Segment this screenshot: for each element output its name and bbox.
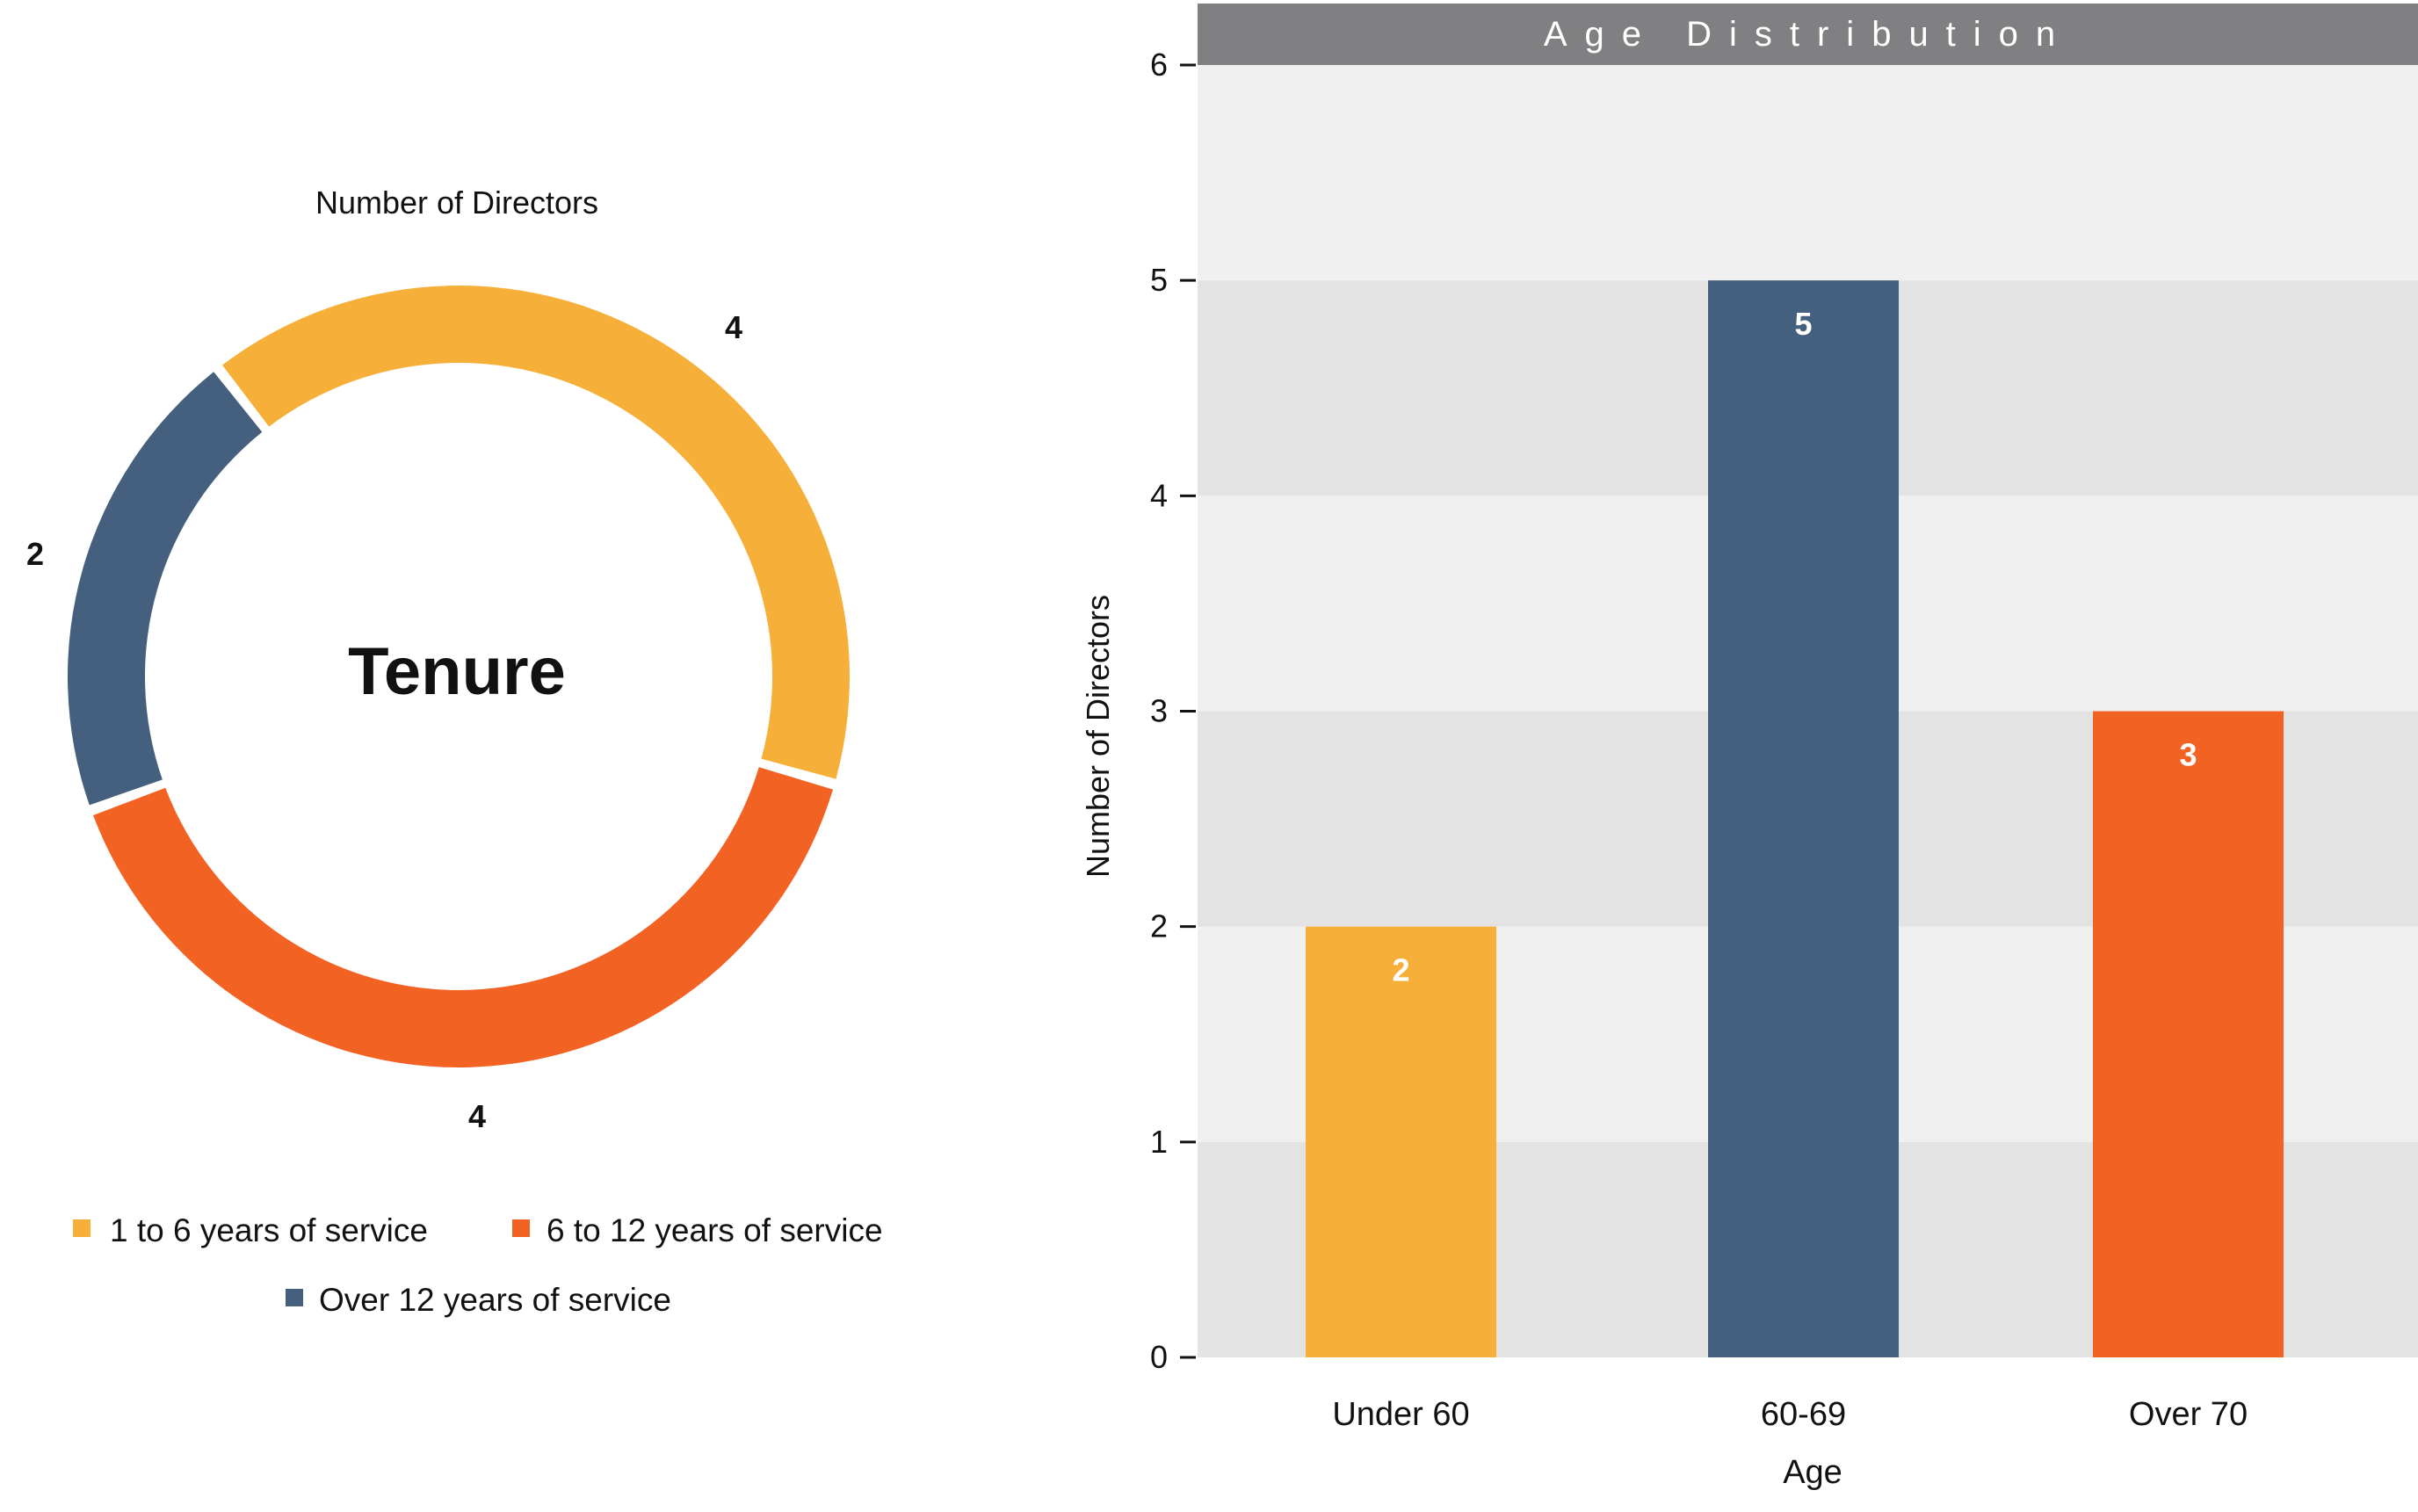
legend-label: 6 to 12 years of service	[547, 1212, 883, 1248]
x-axis: Under 60 60-69 Over 70	[1332, 1396, 2248, 1433]
legend-swatch	[512, 1219, 530, 1237]
x-tick-label: Over 70	[2129, 1396, 2248, 1433]
donut-slice	[93, 767, 834, 1067]
x-tick-label: 60-69	[1761, 1396, 1846, 1433]
donut-slices	[68, 286, 851, 1067]
legend-item: Over 12 years of service	[286, 1282, 671, 1318]
slice-value-label: 4	[725, 309, 742, 345]
bar	[1708, 280, 1899, 1358]
legend-swatch	[73, 1219, 90, 1237]
y-tick-label: 3	[1150, 693, 1168, 729]
legend-swatch	[286, 1289, 303, 1306]
y-tick-label: 2	[1150, 908, 1168, 944]
legend-item: 6 to 12 years of service	[512, 1212, 883, 1248]
slice-value-label: 2	[26, 536, 44, 572]
bars: 2 5 3	[1306, 280, 2284, 1358]
age-distribution-bar-chart: Age Distribution 0 1 2 3 4 5 6 2 5 3 Under 60 60-…	[1080, 4, 2418, 1491]
y-axis-label: Number of Directors	[1080, 595, 1116, 878]
bar	[1306, 926, 1496, 1357]
bar-value-label: 2	[1392, 952, 1409, 988]
y-tick-label: 5	[1150, 262, 1168, 298]
donut-legend: 1 to 6 years of service 6 to 12 years of…	[73, 1212, 883, 1318]
legend-item: 1 to 6 years of service	[73, 1212, 428, 1248]
donut-center-label: Tenure	[348, 634, 566, 709]
donut-slice	[68, 372, 263, 806]
donut-slice	[221, 286, 851, 779]
x-axis-label: Age	[1783, 1454, 1842, 1491]
x-tick-label: Under 60	[1332, 1396, 1469, 1433]
y-tick-label: 1	[1150, 1124, 1168, 1160]
bar	[2093, 711, 2284, 1357]
bar-chart-title: Age Distribution	[1544, 15, 2073, 54]
y-axis: 0 1 2 3 4 5 6	[1150, 47, 1196, 1375]
bar-value-label: 5	[1794, 306, 1812, 342]
bar-value-label: 3	[2179, 737, 2197, 773]
y-tick-label: 6	[1150, 47, 1168, 83]
slice-value-label: 4	[468, 1098, 486, 1134]
grid-band	[1198, 65, 2418, 281]
donut-title: Number of Directors	[315, 184, 598, 221]
y-tick-label: 0	[1150, 1339, 1168, 1375]
legend-label: 1 to 6 years of service	[110, 1212, 428, 1248]
tenure-donut-chart: Number of Directors Tenure 4 4 2	[26, 184, 851, 1134]
chart-title-banner	[1198, 4, 2418, 65]
legend-label: Over 12 years of service	[319, 1282, 671, 1318]
y-tick-label: 4	[1150, 477, 1168, 513]
